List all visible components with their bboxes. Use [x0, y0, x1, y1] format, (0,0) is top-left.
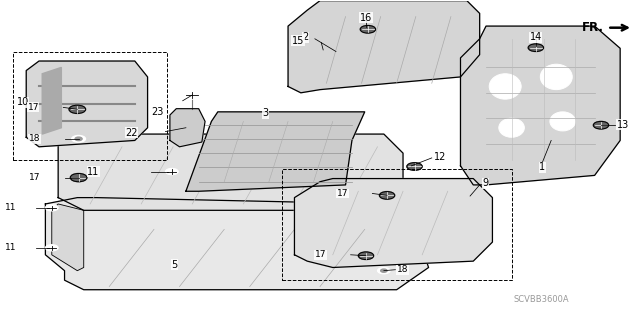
Polygon shape — [294, 179, 492, 268]
Circle shape — [45, 204, 58, 211]
Circle shape — [45, 245, 58, 251]
Polygon shape — [170, 109, 205, 147]
Circle shape — [72, 135, 86, 142]
Circle shape — [380, 192, 395, 199]
Text: 22: 22 — [125, 128, 138, 137]
Circle shape — [381, 269, 387, 272]
Text: SCVBB3600A: SCVBB3600A — [513, 295, 569, 304]
Circle shape — [360, 26, 376, 33]
Text: 11: 11 — [5, 203, 17, 212]
Polygon shape — [45, 197, 429, 290]
Polygon shape — [42, 67, 61, 134]
Text: 15: 15 — [292, 36, 304, 46]
Text: 14: 14 — [530, 32, 542, 42]
Polygon shape — [288, 1, 479, 93]
Text: 17: 17 — [28, 103, 39, 112]
Text: 11: 11 — [88, 167, 100, 177]
Text: 9: 9 — [483, 178, 489, 188]
Polygon shape — [26, 61, 148, 147]
Circle shape — [75, 137, 82, 141]
Text: 18: 18 — [29, 134, 40, 143]
Text: 18: 18 — [397, 265, 408, 274]
Text: 23: 23 — [151, 108, 164, 117]
Text: 1: 1 — [539, 162, 545, 173]
Text: 16: 16 — [360, 12, 372, 23]
Circle shape — [166, 168, 178, 175]
Text: 11: 11 — [5, 243, 17, 252]
Text: FR.: FR. — [582, 21, 604, 34]
Text: 2: 2 — [302, 32, 308, 42]
Polygon shape — [461, 26, 620, 185]
Circle shape — [184, 91, 200, 99]
Circle shape — [407, 163, 422, 170]
Circle shape — [593, 122, 609, 129]
Circle shape — [358, 252, 374, 260]
Text: 17: 17 — [337, 189, 348, 198]
Circle shape — [69, 105, 86, 114]
Text: 17: 17 — [29, 173, 40, 182]
Circle shape — [528, 44, 543, 51]
Text: 3: 3 — [262, 108, 269, 118]
Polygon shape — [52, 204, 84, 271]
Circle shape — [70, 174, 87, 182]
Text: 17: 17 — [315, 250, 326, 259]
Ellipse shape — [489, 74, 521, 99]
Text: 5: 5 — [172, 260, 177, 270]
Ellipse shape — [550, 112, 575, 131]
Polygon shape — [58, 134, 403, 210]
Ellipse shape — [540, 64, 572, 90]
Text: 13: 13 — [617, 120, 629, 130]
Text: 10: 10 — [17, 97, 29, 107]
Ellipse shape — [499, 118, 524, 137]
Polygon shape — [186, 112, 365, 191]
Circle shape — [378, 268, 390, 274]
Text: 12: 12 — [434, 152, 446, 162]
